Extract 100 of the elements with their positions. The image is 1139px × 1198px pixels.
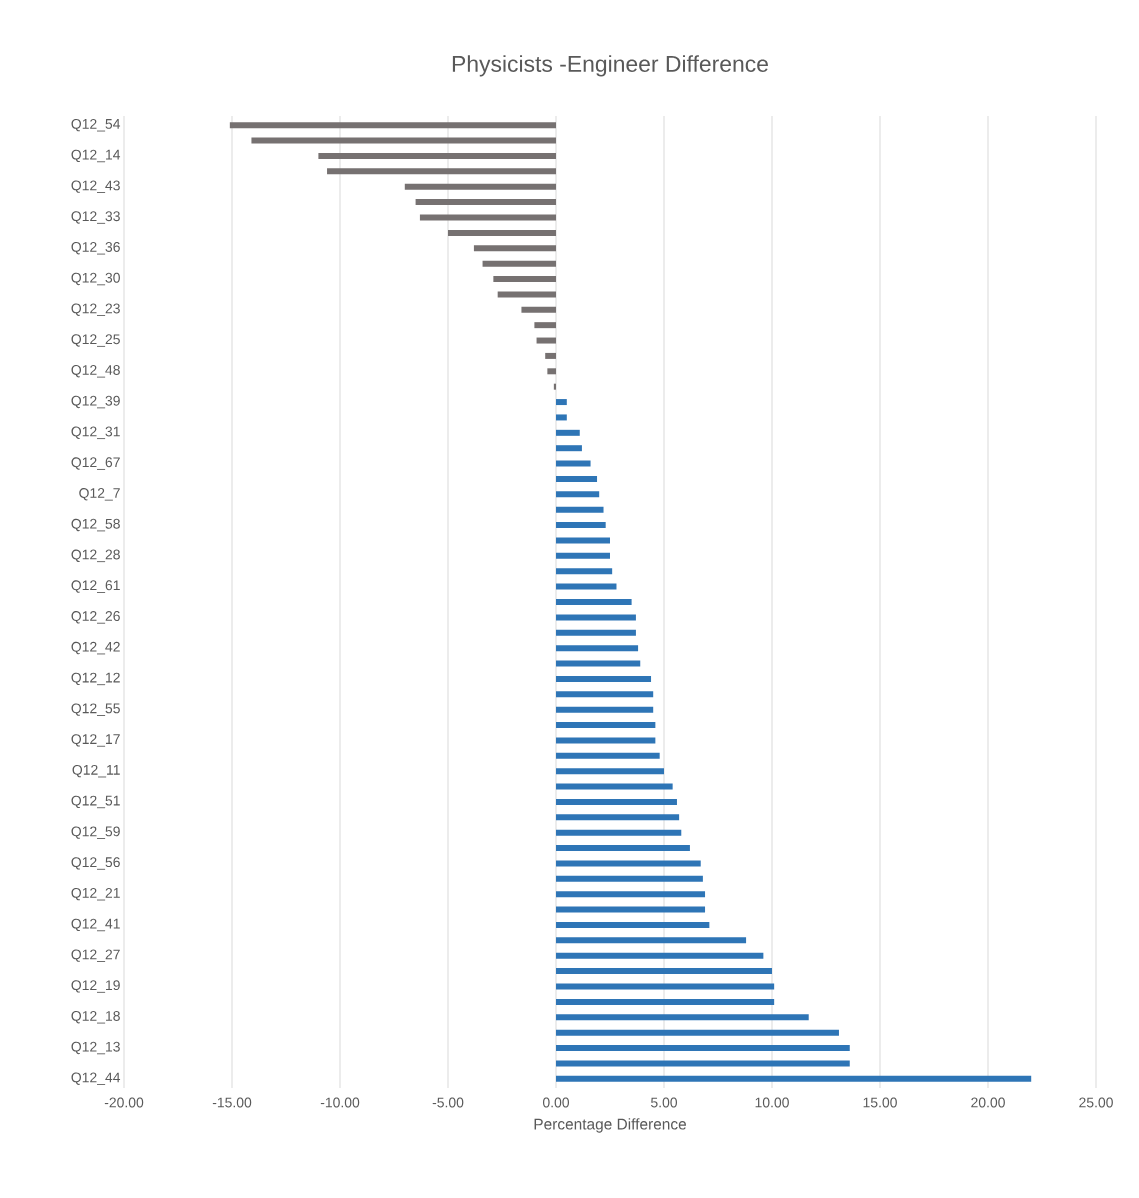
y-tick-label: Q12_48 bbox=[71, 365, 120, 378]
x-tick-label: -5.00 bbox=[432, 1097, 464, 1108]
bar bbox=[521, 306, 556, 313]
y-tick-label: Q12_42 bbox=[71, 641, 120, 655]
bar bbox=[556, 845, 690, 852]
y-tick-label: Q12_55 bbox=[71, 703, 120, 716]
bar bbox=[556, 968, 772, 975]
bar bbox=[556, 1060, 850, 1067]
bar bbox=[556, 399, 567, 406]
bar bbox=[556, 875, 703, 882]
bar bbox=[556, 937, 747, 944]
bar bbox=[473, 245, 556, 252]
y-tick-label: Q12_36 bbox=[71, 241, 120, 255]
bar bbox=[556, 414, 567, 421]
bar bbox=[556, 722, 656, 729]
y-tick-label: Q12_13 bbox=[71, 1041, 120, 1055]
bar bbox=[497, 291, 556, 298]
bar bbox=[556, 614, 636, 621]
y-tick-label: Q12_31 bbox=[71, 426, 120, 440]
bar bbox=[556, 983, 775, 990]
y-tick-label: Q12_7 bbox=[79, 488, 120, 501]
bar bbox=[556, 906, 706, 913]
bar bbox=[556, 814, 680, 821]
bar bbox=[556, 1014, 809, 1021]
y-tick-label: Q12_44 bbox=[71, 1072, 121, 1086]
bar bbox=[556, 1029, 839, 1036]
x-tick-label: -15.00 bbox=[212, 1097, 252, 1108]
bar bbox=[404, 183, 556, 190]
bar bbox=[251, 137, 556, 144]
bar bbox=[556, 675, 652, 682]
y-tick-label: Q12_11 bbox=[72, 764, 120, 778]
bar bbox=[556, 629, 636, 636]
bar bbox=[556, 491, 600, 498]
y-tick-label: Q12_41 bbox=[71, 918, 120, 932]
bar bbox=[556, 829, 682, 836]
bar bbox=[545, 352, 556, 359]
bar bbox=[553, 383, 556, 390]
bar bbox=[556, 552, 610, 559]
y-tick-label: Q12_17 bbox=[71, 734, 120, 747]
bar bbox=[556, 752, 660, 759]
y-tick-label: Q12_59 bbox=[71, 826, 120, 839]
bar bbox=[556, 706, 654, 713]
y-tick-label: Q12_39 bbox=[71, 395, 120, 409]
bar bbox=[415, 199, 556, 206]
y-tick-label: Q12_43 bbox=[71, 180, 120, 193]
x-tick-label: 25.00 bbox=[1079, 1097, 1113, 1108]
bar bbox=[556, 660, 641, 667]
bar bbox=[448, 229, 556, 236]
y-tick-label: Q12_14 bbox=[71, 149, 121, 163]
y-tick-label: Q12_18 bbox=[71, 1010, 120, 1024]
bar bbox=[556, 445, 582, 452]
bar bbox=[556, 998, 775, 1005]
x-tick-label: 20.00 bbox=[971, 1097, 1005, 1108]
bar bbox=[556, 1045, 850, 1052]
chart-title: Physicists -Engineer Difference bbox=[452, 55, 768, 77]
bar bbox=[556, 460, 591, 467]
bar bbox=[229, 122, 556, 129]
bar bbox=[556, 860, 701, 867]
bar bbox=[534, 322, 556, 329]
y-tick-label: Q12_25 bbox=[71, 334, 120, 347]
bar bbox=[556, 891, 706, 898]
x-tick-label: 15.00 bbox=[863, 1097, 897, 1108]
bar bbox=[556, 583, 617, 590]
y-tick-label: Q12_21 bbox=[71, 887, 120, 901]
bar bbox=[419, 214, 556, 221]
bar bbox=[556, 522, 606, 529]
x-tick-label: -20.00 bbox=[104, 1097, 144, 1108]
bar bbox=[556, 506, 604, 513]
bar bbox=[556, 737, 656, 744]
bar bbox=[556, 921, 710, 928]
bar bbox=[536, 337, 556, 344]
bar bbox=[547, 368, 556, 375]
bar bbox=[556, 952, 764, 959]
bar bbox=[556, 568, 613, 575]
y-tick-label: Q12_28 bbox=[71, 549, 120, 563]
y-tick-label: Q12_67 bbox=[71, 457, 120, 470]
y-tick-label: Q12_61 bbox=[71, 580, 120, 593]
y-tick-label: Q12_27 bbox=[71, 949, 120, 962]
bar bbox=[556, 798, 677, 805]
bar bbox=[556, 691, 654, 698]
bar bbox=[556, 768, 664, 775]
y-tick-label: Q12_26 bbox=[71, 611, 120, 624]
x-tick-label: 5.00 bbox=[650, 1097, 678, 1108]
bar bbox=[556, 537, 610, 544]
y-tick-label: Q12_58 bbox=[71, 518, 120, 532]
x-axis-title: Percentage Difference bbox=[534, 1118, 686, 1133]
y-tick-label: Q12_51 bbox=[71, 795, 120, 809]
bar bbox=[318, 152, 556, 159]
bar bbox=[482, 260, 556, 267]
bar bbox=[556, 783, 673, 790]
bar bbox=[556, 429, 580, 436]
y-tick-label: Q12_54 bbox=[71, 118, 121, 132]
bar bbox=[556, 1075, 1032, 1082]
bar bbox=[327, 168, 556, 175]
bar bbox=[556, 475, 598, 482]
y-tick-label: Q12_30 bbox=[71, 272, 120, 286]
bar bbox=[556, 599, 632, 605]
y-tick-label: Q12_23 bbox=[71, 303, 120, 317]
bar bbox=[493, 276, 556, 283]
x-tick-label: -10.00 bbox=[320, 1097, 360, 1108]
